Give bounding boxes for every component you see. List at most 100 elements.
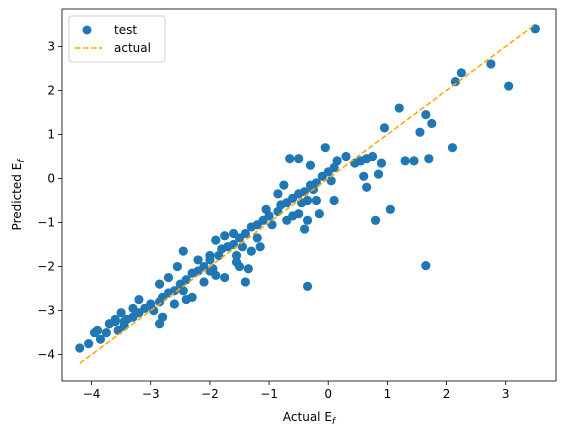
test-point — [199, 277, 209, 287]
test-point — [240, 228, 250, 239]
legend-test-marker — [82, 25, 92, 35]
test-point — [400, 156, 410, 166]
test-point — [169, 299, 180, 309]
test-point — [332, 156, 342, 166]
test-point — [456, 68, 466, 78]
legend-box — [68, 15, 166, 63]
test-point — [75, 343, 85, 353]
test-point — [231, 250, 242, 261]
test-point — [359, 171, 369, 181]
test-point — [329, 195, 339, 206]
test-point — [450, 77, 461, 87]
test-point — [89, 327, 100, 338]
test-point — [134, 294, 144, 305]
x-axis-label-main: Actual E — [283, 410, 332, 424]
test-point — [530, 24, 540, 34]
test-point — [368, 151, 378, 162]
test-point — [149, 305, 159, 316]
test-point — [379, 123, 390, 133]
x-tick-label: −3 — [142, 387, 160, 401]
y-tick-label: −2 — [37, 260, 55, 274]
test-point — [504, 81, 514, 91]
test-point — [237, 242, 248, 252]
plot-area — [75, 23, 540, 364]
x-tick-label: 1 — [384, 387, 392, 401]
test-point — [311, 195, 321, 206]
test-point — [370, 215, 381, 225]
test-point — [279, 180, 289, 190]
y-tick-label: 2 — [47, 83, 55, 97]
test-point — [110, 314, 120, 324]
test-point — [314, 209, 324, 219]
test-point — [181, 294, 191, 305]
test-point — [116, 308, 126, 318]
test-point — [302, 195, 313, 206]
test-point — [373, 169, 384, 179]
x-tick-label: −4 — [83, 387, 101, 401]
axes-frame — [61, 8, 557, 382]
x-tick-label: −2 — [201, 387, 219, 401]
x-tick-label: −1 — [260, 387, 278, 401]
x-axis-label-subscript: f — [332, 417, 337, 427]
test-point — [95, 334, 106, 344]
test-point — [294, 209, 304, 219]
test-point — [205, 250, 215, 261]
y-axis-label-main: Predicted E — [10, 163, 24, 231]
test-point — [267, 220, 277, 230]
legend-test-label: test — [114, 23, 137, 37]
test-point — [261, 204, 271, 214]
test-point — [169, 286, 180, 296]
test-point — [211, 235, 221, 245]
test-point — [205, 266, 215, 276]
test-point — [424, 154, 434, 164]
test-point — [282, 215, 292, 225]
test-point — [128, 303, 138, 313]
x-tick-label: 2 — [443, 387, 451, 401]
test-point — [234, 261, 245, 272]
y-tick-label: −1 — [37, 216, 55, 230]
test-point — [415, 127, 425, 137]
test-point — [421, 110, 431, 120]
test-point — [228, 228, 239, 239]
test-point — [178, 286, 188, 296]
test-point — [294, 154, 304, 164]
test-point — [178, 246, 188, 256]
test-point — [243, 264, 253, 274]
test-point — [163, 272, 174, 283]
test-point — [362, 182, 372, 192]
test-point — [220, 272, 230, 283]
test-point — [299, 224, 310, 234]
test-point — [285, 154, 295, 164]
y-axis-label-subscript: f — [17, 158, 27, 163]
test-point — [273, 189, 283, 199]
legend-actual-label: actual — [114, 41, 151, 55]
axis-ticks: −4 −3 −2 −1 0 1 2 3 −4 −3 −2 −1 0 1 2 3 — [37, 39, 509, 401]
test-point — [385, 204, 395, 214]
test-point — [486, 59, 496, 69]
y-tick-label: −4 — [37, 348, 55, 362]
test-point — [172, 261, 182, 272]
x-axis-label: Actual Ef — [283, 410, 337, 427]
legend: test actual — [68, 15, 166, 63]
test-point — [447, 143, 458, 153]
test-point — [252, 233, 262, 243]
test-point — [101, 327, 111, 338]
test-point — [119, 321, 129, 331]
test-point — [246, 246, 256, 256]
test-point — [394, 103, 404, 113]
test-point — [376, 158, 387, 168]
test-point — [155, 279, 165, 289]
y-tick-label: −3 — [37, 304, 55, 318]
y-tick-label: 3 — [47, 39, 55, 53]
y-axis-label: Predicted Ef — [10, 158, 27, 231]
test-point — [427, 118, 437, 129]
test-point — [409, 156, 419, 166]
y-tick-label: 1 — [47, 127, 55, 141]
y-tick-label: 0 — [47, 171, 55, 185]
test-point — [255, 242, 265, 252]
test-point — [181, 275, 191, 285]
test-point — [341, 151, 351, 162]
x-tick-label: 0 — [324, 387, 332, 401]
x-tick-label: 3 — [502, 387, 510, 401]
